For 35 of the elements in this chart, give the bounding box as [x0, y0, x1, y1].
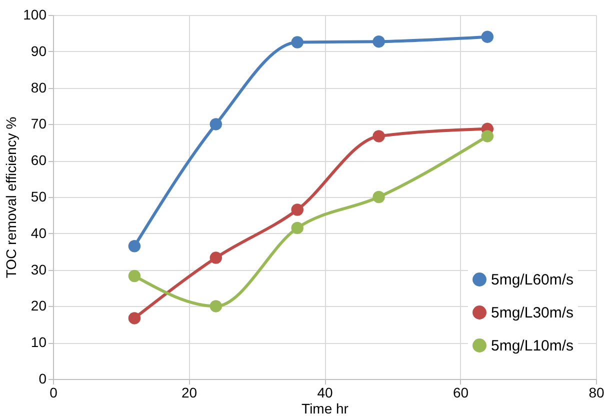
point [291, 222, 304, 234]
x-tick-label: 80 [588, 384, 604, 400]
y-tick-label: 90 [30, 42, 47, 59]
x-axis-title: Time hr [302, 400, 349, 416]
x-tick-label: 20 [181, 384, 198, 400]
y-tick-label: 80 [30, 79, 47, 96]
point [128, 312, 141, 324]
x-tick-label: 60 [452, 384, 469, 400]
x-tick-label: 40 [317, 384, 333, 400]
legend-label: 5mg/L10m/s [491, 338, 574, 354]
point [372, 130, 385, 142]
point [210, 118, 222, 130]
y-tick-label: 60 [30, 152, 47, 168]
y-tick-label: 100 [23, 6, 47, 22]
legend-label: 5mg/L30m/s [491, 304, 574, 322]
point [128, 270, 141, 282]
y-tick-label: 10 [30, 334, 47, 350]
y-tick-label: 30 [30, 261, 47, 278]
y-tick-label: 50 [30, 188, 47, 204]
y-axis-title: TOC removal efficiency % [3, 116, 20, 278]
point [128, 240, 141, 252]
legend-label: 5mg/L60m/s [491, 272, 574, 288]
point [481, 30, 494, 43]
point [291, 204, 304, 216]
y-tick-label: 20 [30, 298, 47, 314]
point [210, 300, 222, 312]
y-tick-label: 70 [30, 116, 47, 132]
point [372, 35, 385, 48]
y-tick-label: 40 [30, 224, 47, 241]
point [372, 190, 385, 204]
point [291, 36, 304, 48]
point [481, 130, 494, 142]
x-tick-label: 0 [50, 384, 58, 400]
point [210, 252, 222, 264]
y-tick-label: 0 [38, 370, 47, 386]
